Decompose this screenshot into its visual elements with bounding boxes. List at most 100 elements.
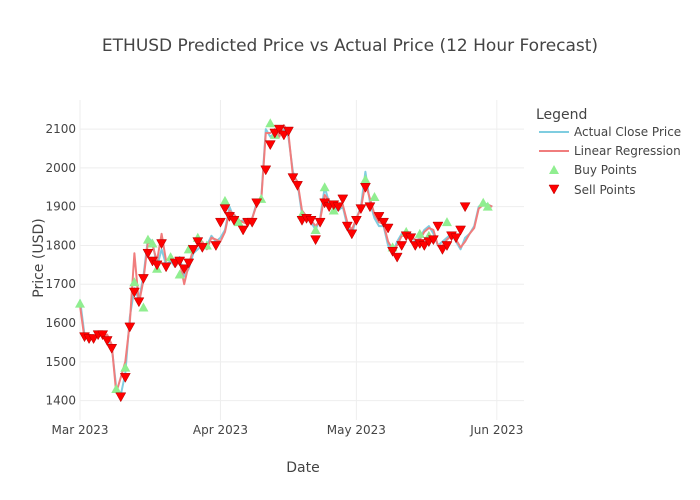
sell-point [142, 248, 154, 259]
buy-point [478, 197, 489, 207]
sell-point [178, 264, 190, 275]
y-tick-label: 2100 [45, 122, 76, 136]
y-tick-labels: 1400 1500 1600 1700 1800 1900 2000 2100 [45, 122, 76, 408]
buy-point [138, 302, 149, 312]
sell-point [441, 241, 453, 251]
sell-point [219, 204, 231, 215]
sell-point [382, 223, 394, 234]
sell-point [305, 215, 317, 226]
y-tick-label: 1900 [45, 200, 76, 214]
legend-item-sell[interactable]: Sell Points [548, 183, 636, 197]
buy-point [111, 383, 122, 393]
sell-point [119, 373, 131, 383]
sell-point [437, 245, 448, 255]
sell-point [314, 217, 326, 228]
sell-point [346, 229, 358, 240]
buy-point [360, 174, 371, 184]
buy-point [414, 228, 425, 238]
x-tick-label: Mar 2023 [52, 423, 109, 437]
sell-point [332, 202, 344, 213]
buy-point [174, 269, 185, 279]
sell-point [405, 233, 417, 244]
legend-item-buy[interactable]: Buy Points [549, 163, 637, 177]
sell-point [264, 140, 276, 151]
buy-point [219, 195, 230, 205]
sell-point [106, 343, 118, 354]
sell-triangle-icon [548, 184, 560, 195]
y-tick-label: 1400 [45, 394, 76, 408]
buy-point [120, 362, 131, 372]
sell-point [237, 225, 249, 236]
buy-point [441, 217, 452, 227]
sell-point [310, 235, 322, 246]
sell-point [273, 124, 285, 135]
legend-item-actual[interactable]: Actual Close Price [539, 125, 681, 139]
y-axis-title: Price (USD) [31, 218, 47, 297]
sell-point [192, 237, 204, 248]
sell-point [455, 225, 466, 236]
sell-point [287, 173, 299, 184]
sell-point [450, 233, 462, 244]
buy-point [233, 217, 244, 227]
buy-point [129, 277, 140, 287]
sell-point [355, 204, 367, 215]
sell-point [418, 241, 430, 251]
sell-point [269, 128, 281, 139]
buy-point [482, 201, 493, 211]
sell-point [278, 130, 290, 141]
sell-point [282, 126, 294, 137]
sell-point [115, 392, 127, 403]
sell-point [373, 212, 385, 222]
legend-title: Legend [536, 107, 587, 123]
sell-point [459, 202, 471, 213]
sell-point [292, 181, 303, 191]
sell-point [196, 243, 208, 253]
y-tick-label: 1700 [45, 277, 76, 291]
buy-point [75, 298, 85, 308]
sell-point [210, 241, 222, 251]
grid-layer [79, 100, 524, 420]
buy-point [310, 224, 321, 234]
sell-point [364, 202, 376, 213]
y-tick-label: 1800 [45, 238, 76, 252]
buy-point [319, 182, 330, 192]
x-axis-title: Date [286, 460, 319, 476]
sell-point [427, 235, 439, 246]
legend-label-sell: Sell Points [574, 183, 636, 197]
sell-point [215, 217, 226, 228]
sell-point [156, 239, 167, 250]
buy-point [147, 238, 158, 248]
sell-point [350, 215, 362, 226]
sell-point [378, 217, 389, 228]
sell-point [183, 258, 195, 269]
buy-point [265, 118, 276, 128]
sell-point [396, 241, 408, 251]
sell-point [360, 183, 371, 193]
chart-title: ETHUSD Predicted Price vs Actual Price (… [102, 36, 598, 56]
sell-point [432, 221, 444, 232]
y-tick-label: 1600 [45, 316, 76, 330]
sell-point [337, 194, 349, 205]
sell-point [97, 330, 109, 341]
x-tick-label: Jun 2023 [469, 423, 523, 437]
sell-point [101, 336, 113, 346]
trade-markers [75, 118, 493, 403]
legend-item-regression[interactable]: Linear Regression [539, 144, 681, 158]
buy-point [142, 234, 153, 244]
sell-point [391, 252, 403, 263]
x-tick-label: Apr 2023 [193, 423, 248, 437]
legend[interactable]: Legend Actual Close Price Linear Regress… [536, 107, 681, 197]
sell-point [228, 215, 240, 226]
sell-point [260, 165, 272, 176]
sell-point [246, 217, 258, 228]
buy-triangle-icon [549, 165, 559, 174]
buy-point [369, 191, 380, 201]
legend-label-buy: Buy Points [574, 163, 637, 177]
sell-point [174, 256, 186, 267]
sell-point [133, 297, 145, 308]
sell-point [251, 198, 263, 209]
sell-point [138, 274, 149, 284]
